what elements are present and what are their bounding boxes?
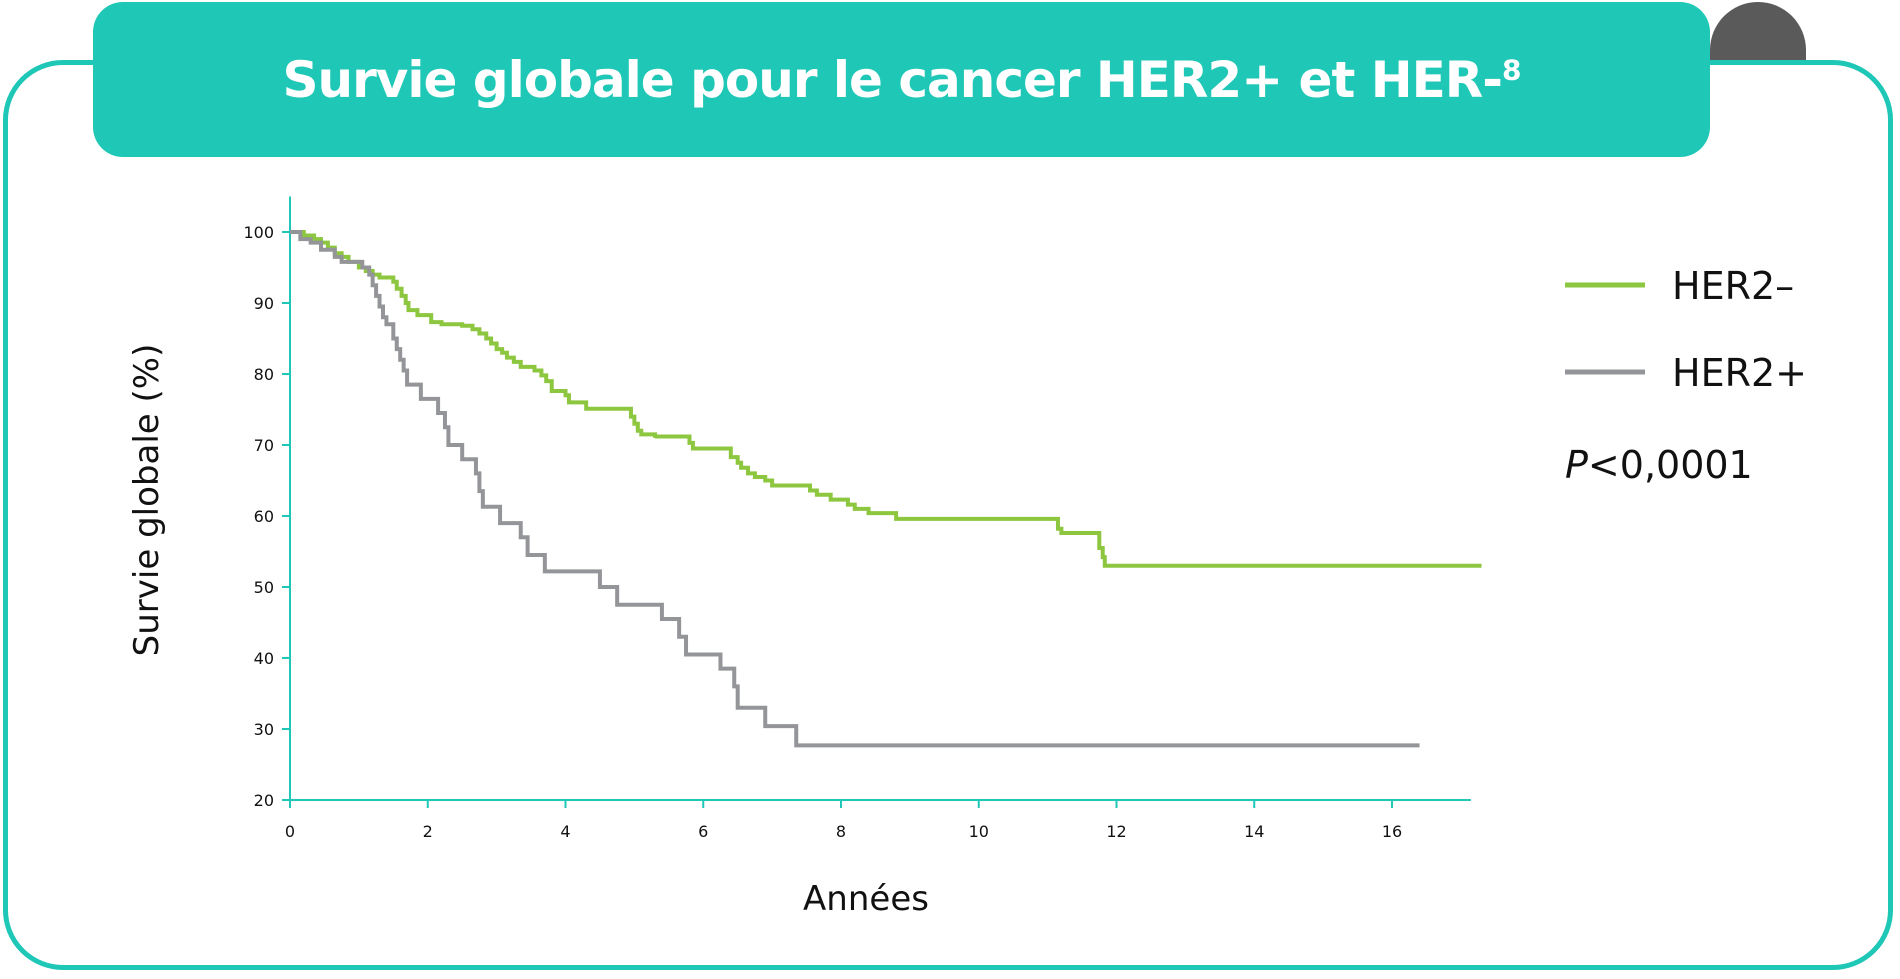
tick-group: 20 30 40 50 60 70 80 90 100 0 2 4 6 8 10 12 14 16 — [243, 223, 1402, 841]
legend: HER2– HER2+ — [1565, 264, 1807, 395]
p-value-symbol: P — [1565, 443, 1588, 487]
legend-label: HER2+ — [1672, 351, 1807, 395]
y-axis-label: Survie globale (%) — [127, 344, 167, 657]
chart-axes — [289, 196, 1471, 801]
y-tick-label: 60 — [254, 507, 274, 526]
title-banner: Survie globale pour le cancer HER2+ et H… — [93, 2, 1710, 157]
y-tick-label: 70 — [254, 436, 274, 455]
title-footnote: 8 — [1502, 52, 1522, 86]
y-tick-label: 40 — [254, 649, 274, 668]
x-tick-label: 2 — [423, 822, 433, 841]
legend-label: HER2– — [1672, 264, 1794, 308]
series-line-her2-negative — [290, 230, 1482, 568]
y-tick-label: 80 — [254, 365, 274, 384]
y-tick-label: 50 — [254, 578, 274, 597]
y-tick-label: 30 — [254, 720, 274, 739]
x-tick-label: 10 — [969, 822, 989, 841]
x-tick-label: 12 — [1106, 822, 1126, 841]
chart-title-text: Survie globale pour le cancer HER2+ et H… — [282, 50, 1503, 109]
series-lines — [290, 230, 1482, 748]
y-tick-label: 100 — [243, 223, 274, 242]
x-tick-label: 0 — [285, 822, 295, 841]
x-tick-label: 8 — [836, 822, 846, 841]
p-value-text: <0,0001 — [1588, 443, 1753, 487]
x-tick-label: 14 — [1244, 822, 1264, 841]
x-tick-label: 16 — [1382, 822, 1402, 841]
y-tick-label: 90 — [254, 294, 274, 313]
chart-title: Survie globale pour le cancer HER2+ et H… — [282, 50, 1522, 109]
series-line-her2-positive — [290, 230, 1420, 748]
p-value-annotation: P<0,0001 — [1565, 443, 1753, 487]
x-axis-label: Années — [803, 879, 929, 919]
card-frame — [3, 60, 1893, 970]
y-tick-label: 20 — [254, 791, 274, 810]
x-tick-label: 4 — [560, 822, 570, 841]
x-tick-label: 6 — [698, 822, 708, 841]
